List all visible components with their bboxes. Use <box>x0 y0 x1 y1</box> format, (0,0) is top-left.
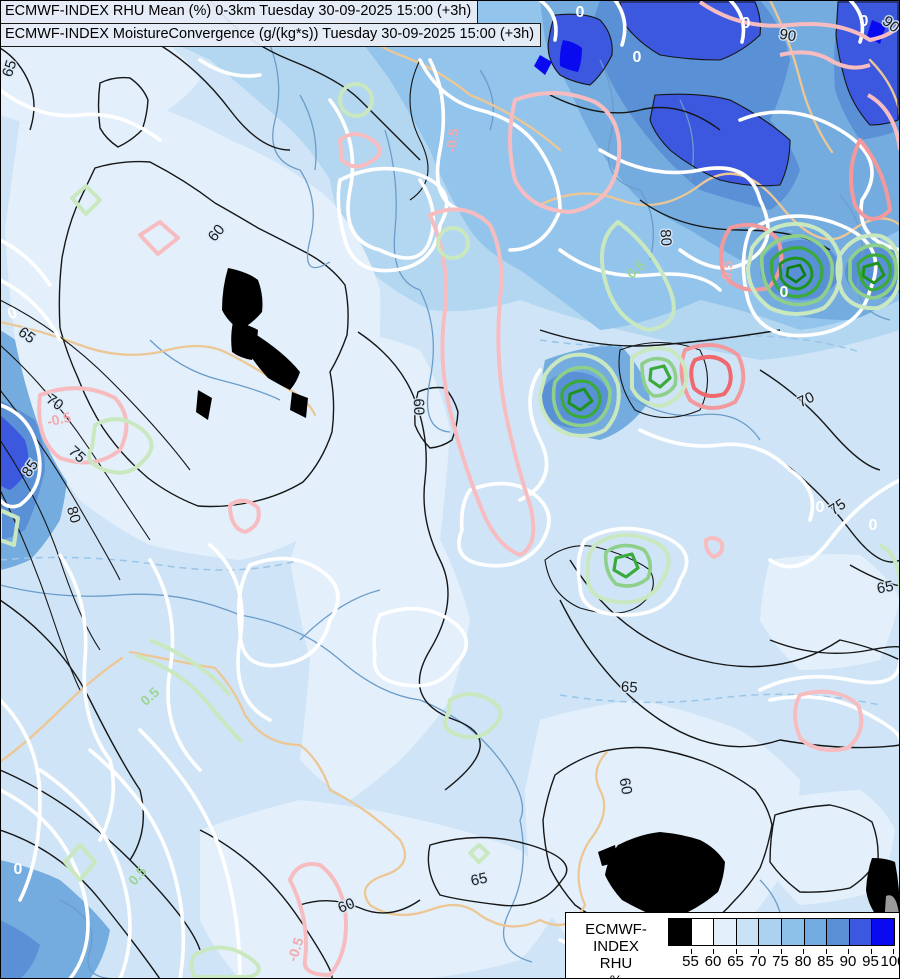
legend-tick <box>690 949 692 954</box>
legend-tick <box>780 949 782 954</box>
legend-swatch <box>669 919 692 945</box>
legend-swatch <box>759 919 782 945</box>
contour-label-rhu: 80 <box>63 504 84 525</box>
contour-label-zero: 0 <box>816 499 825 516</box>
contour-label-rhu: 60 <box>410 398 428 415</box>
contour-label-neg: -0.5 <box>718 260 736 285</box>
contour-label-zero: 0 <box>780 284 789 301</box>
legend-swatch <box>736 919 760 945</box>
legend-tick <box>713 949 714 954</box>
legend-field-label: RHU <box>599 955 633 972</box>
rivers <box>0 39 891 979</box>
contour-label-rhu: 65 <box>876 578 895 598</box>
legend-tick-label: 65 <box>727 953 744 970</box>
legend-swatch <box>804 919 828 945</box>
legend-tick <box>825 949 827 954</box>
contour-label-zero: 0 <box>576 4 585 21</box>
contour-label-rhu: 90 <box>778 26 797 46</box>
contour-label-zero: 0 <box>633 49 642 66</box>
legend-tick-label: 95 <box>862 953 879 970</box>
legend-tick-label: 85 <box>817 953 834 970</box>
legend-swatch <box>714 919 737 945</box>
negative-convergence-contours <box>37 0 900 977</box>
contour-label-neg: -0.5 <box>442 127 461 153</box>
legend-swatch <box>849 919 873 945</box>
contour-label-rhu: 65 <box>0 58 20 79</box>
contour-label-rhu: 65 <box>469 870 489 890</box>
legend-tick-label: 75 <box>772 953 789 970</box>
legend-unit-label: % <box>566 972 666 979</box>
legend: ECMWF-INDEX RHU % 55 60 65 70 75 80 85 90 95100 <box>565 912 900 979</box>
legend-tick <box>758 949 759 954</box>
legend-tick-label: 55 <box>682 953 699 970</box>
dashed-contours <box>0 335 881 706</box>
title-box: ECMWF-INDEX RHU Mean (%) 0-3km Tuesday 3… <box>0 0 542 47</box>
legend-tick-label: 80 <box>794 953 812 970</box>
legend-title-block: ECMWF-INDEX RHU % <box>566 913 666 979</box>
contour-label-zero: 0 <box>14 861 23 878</box>
contour-label-zero: 0 <box>742 15 751 32</box>
title-line-moisture-convergence: ECMWF-INDEX MoistureConvergence (g/(kg*s… <box>0 23 542 47</box>
contour-label-zero: 0 <box>860 13 869 30</box>
legend-tick-label: 100 <box>880 953 900 970</box>
legend-product-label: ECMWF-INDEX <box>585 921 647 955</box>
legend-colorbar <box>668 918 895 946</box>
contour-label-neg: -0.5 <box>284 935 307 963</box>
contour-label-neg: -0.5 <box>45 409 72 430</box>
legend-swatch <box>872 919 894 945</box>
contour-label-rhu: 65 <box>620 678 638 696</box>
legend-tick-label: 70 <box>749 953 767 970</box>
legend-swatch <box>691 919 715 945</box>
legend-tick <box>870 949 872 954</box>
legend-swatch <box>827 919 850 945</box>
legend-swatch <box>781 919 805 945</box>
legend-tick <box>893 949 894 954</box>
legend-tick-label: 60 <box>704 953 722 970</box>
legend-tick-label: 90 <box>839 953 857 970</box>
legend-tick <box>735 949 737 954</box>
title-line-rhu: ECMWF-INDEX RHU Mean (%) 0-3km Tuesday 3… <box>0 0 479 24</box>
legend-tick <box>803 949 804 954</box>
positive-convergence-contours <box>0 82 900 979</box>
legend-colorbar-wrap: 55 60 65 70 75 80 85 90 95100 <box>666 913 900 978</box>
contour-label-rhu: 80 <box>656 229 674 247</box>
contour-label-rhu: 60 <box>616 777 636 796</box>
contour-label-zero: 0 <box>869 517 878 534</box>
legend-tick <box>848 949 849 954</box>
